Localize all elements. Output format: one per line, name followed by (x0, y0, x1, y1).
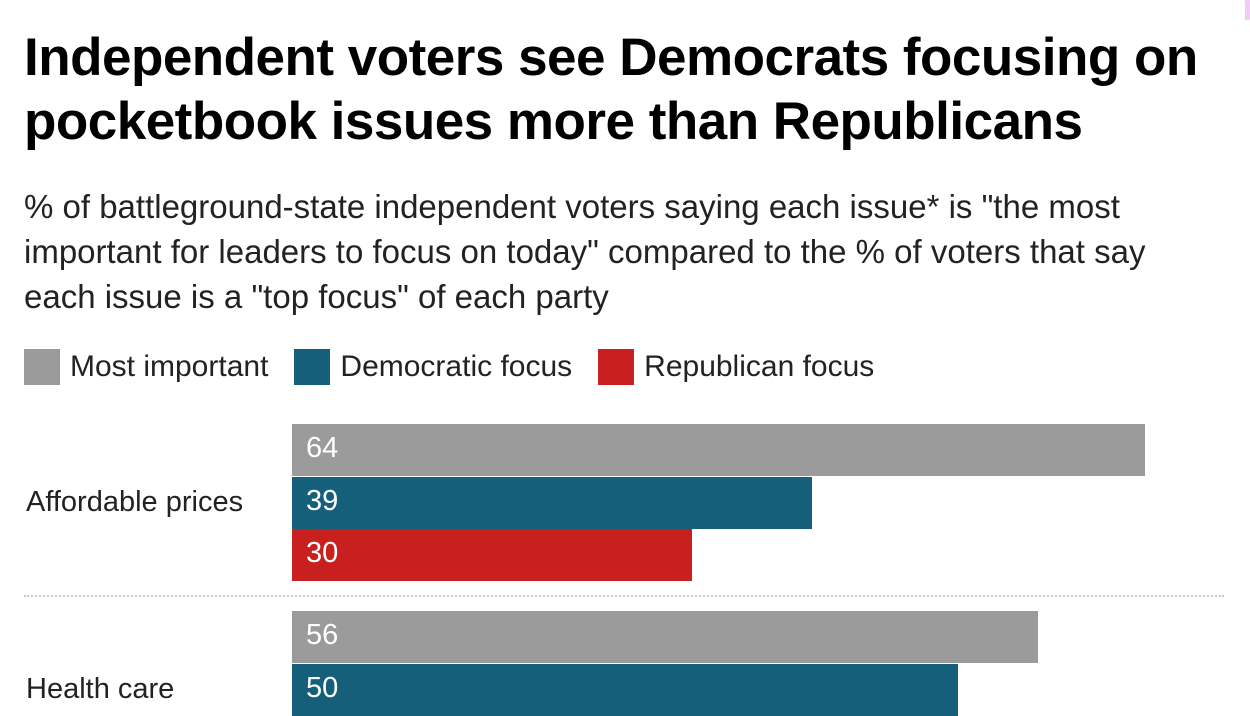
legend-swatch-most-important (24, 349, 60, 385)
legend-label: Most important (70, 350, 269, 383)
group-divider (24, 595, 1224, 597)
data-label: 64 (306, 432, 339, 464)
legend-swatch-republican (598, 349, 635, 385)
bar-most-important: 64 (292, 424, 1145, 476)
data-label: 50 (306, 671, 339, 704)
bar-democratic-focus: 39 (292, 476, 812, 529)
legend-item-democratic: Democratic focus (294, 349, 572, 385)
data-label: 56 (306, 619, 339, 651)
category-label: Affordable prices (26, 485, 244, 518)
bar-most-important: 56 (292, 611, 1039, 663)
legend: Most important Democratic focus Republic… (24, 349, 900, 385)
legend-swatch-democratic (294, 349, 331, 385)
chart-title: Independent voters see Democrats focusin… (24, 28, 1198, 151)
legend-label: Democratic focus (340, 350, 573, 383)
bar-democratic-focus: 50 (292, 663, 959, 716)
bar-republican-focus: 30 (292, 529, 692, 581)
category-label: Health care (26, 672, 175, 705)
corner-mask (1165, 0, 1245, 40)
legend-item-most-important: Most important (24, 349, 268, 385)
legend-label: Republican focus (644, 350, 875, 383)
data-label: 39 (306, 484, 339, 517)
data-label: 30 (306, 537, 339, 569)
legend-item-republican: Republican focus (598, 349, 874, 385)
chart-subtitle: % of battleground-state independent vote… (24, 188, 1146, 315)
